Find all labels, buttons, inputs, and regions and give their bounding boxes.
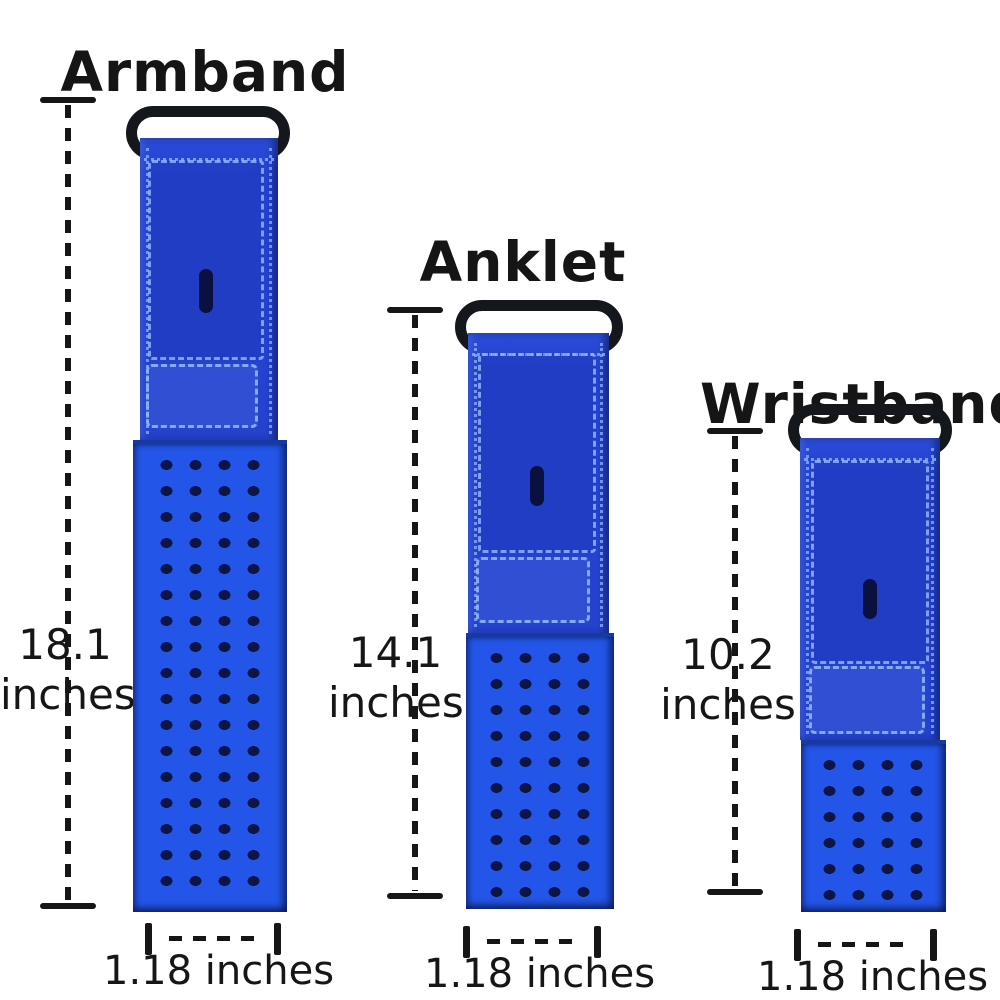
strap-top-wristband [800, 438, 940, 740]
edge-stitch-right [269, 148, 272, 434]
strap-perforated-wristband [801, 740, 946, 912]
dimension-dashed-line [732, 436, 738, 887]
length-label-anklet: 14.1 inches [328, 628, 464, 727]
length-value: 10.2 [681, 630, 775, 679]
buckle-slot-armband [199, 269, 213, 313]
dimension-cap-bottom [707, 889, 763, 895]
buckle-slot-wristband [863, 579, 877, 619]
width-bar-left [794, 929, 801, 961]
strap-fold-stitching [144, 138, 274, 161]
length-value: 18.1 [18, 620, 112, 669]
perforation-dots-wristband [815, 752, 931, 902]
width-bar-left [145, 923, 152, 955]
width-dashed-line [818, 942, 913, 947]
strap-perforated-armband [133, 440, 287, 912]
width-label-wristband: 1.18 inches [757, 954, 989, 1000]
edge-stitch-right [600, 343, 603, 627]
dimension-cap-bottom [387, 893, 443, 899]
length-unit: inches [660, 679, 796, 729]
dimension-cap-top [707, 428, 763, 434]
buckle-slot-anklet [530, 466, 544, 506]
dimension-cap-top [387, 307, 443, 313]
width-dimension-wristband [794, 929, 937, 961]
dimension-dashed-line [65, 105, 71, 901]
perforation-dots-armband [152, 452, 268, 902]
dimension-cap-bottom [40, 903, 96, 909]
width-dimension-armband [145, 923, 281, 955]
stitched-pocket-panel-armband [148, 160, 264, 360]
width-dimension-anklet [463, 926, 601, 958]
edge-stitch-left [146, 148, 149, 434]
length-value: 14.1 [348, 628, 443, 677]
dimension-cap-top [40, 97, 96, 103]
dimension-dashed-line [412, 315, 418, 891]
width-bar-right [274, 923, 281, 955]
width-label-anklet: 1.18 inches [424, 951, 656, 997]
strap-perforated-anklet [466, 633, 614, 909]
edge-stitch-left [806, 448, 809, 734]
edge-stitch-left [474, 343, 477, 627]
length-dimension-anklet [387, 307, 443, 899]
width-dashed-line [487, 939, 577, 944]
width-bar-right [594, 926, 601, 958]
strap-top-anklet [468, 333, 609, 633]
band-title-anklet: Anklet [419, 229, 627, 294]
length-unit: inches [0, 669, 136, 719]
length-unit: inches [328, 677, 464, 727]
edge-stitch-right [931, 448, 934, 734]
width-dashed-line [169, 936, 257, 941]
width-bar-right [930, 929, 937, 961]
strap-fold-stitching [804, 438, 936, 461]
velcro-patch-anklet [476, 557, 590, 623]
length-label-wristband: 10.2 inches [658, 630, 798, 729]
length-dimension-armband [40, 97, 96, 909]
length-label-armband: 18.1 inches [0, 620, 136, 719]
velcro-patch-wristband [809, 666, 925, 734]
band-title-armband: Armband [60, 39, 350, 104]
width-label-armband: 1.18 inches [103, 948, 335, 994]
velcro-patch-armband [146, 364, 258, 428]
width-bar-left [463, 926, 470, 958]
perforation-dots-anklet [482, 645, 598, 899]
length-dimension-wristband [707, 428, 763, 895]
stitched-pocket-panel-anklet [478, 353, 596, 553]
strap-top-armband [140, 138, 278, 440]
stitched-pocket-panel-wristband [811, 460, 929, 664]
